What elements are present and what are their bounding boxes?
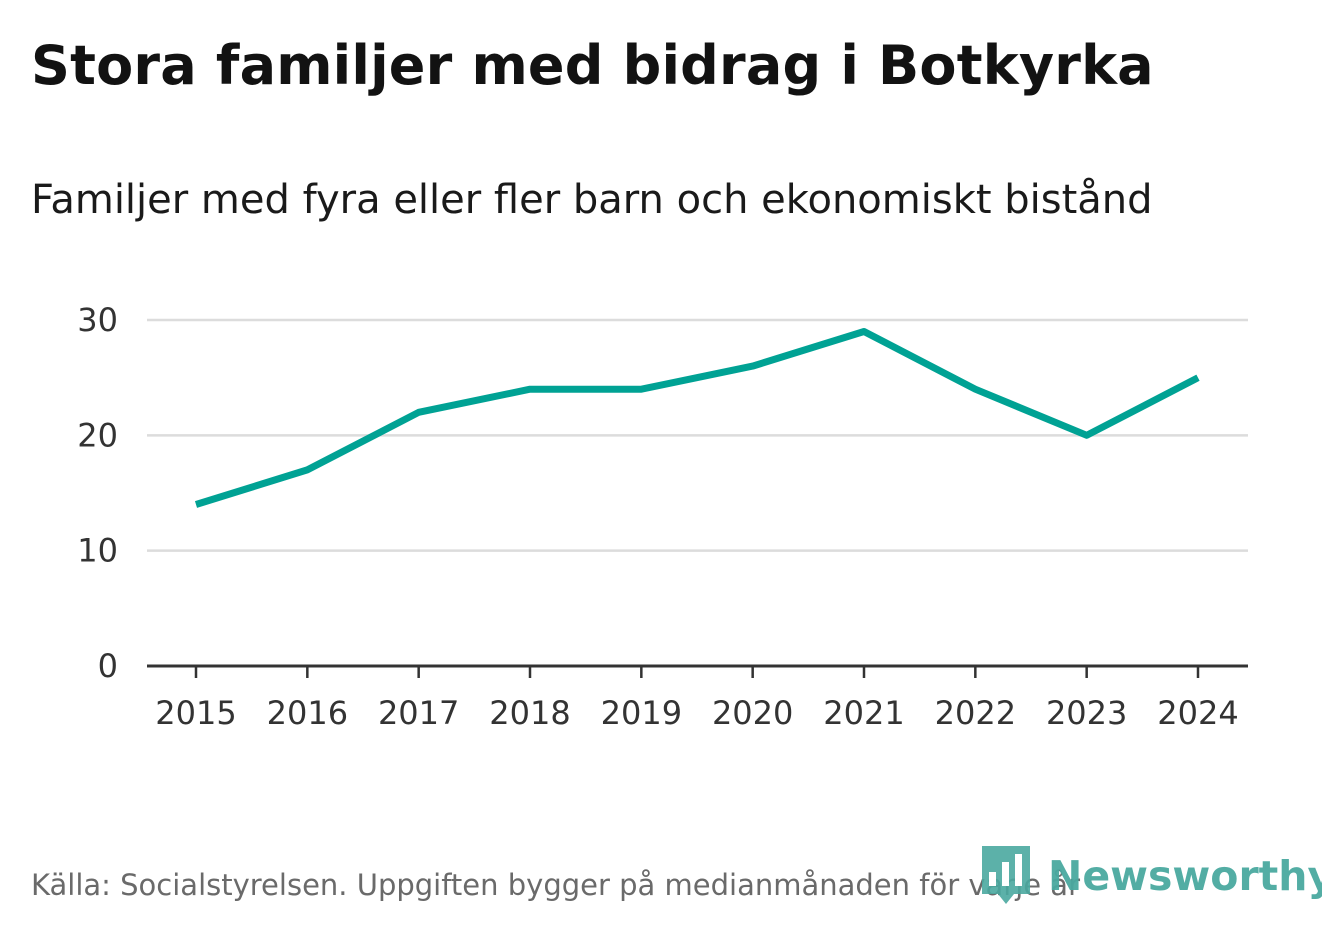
x-tick-label: 2019 (601, 694, 682, 732)
gridlines (147, 318, 1248, 552)
newsworthy-logo-icon (982, 846, 1030, 904)
x-tick-label: 2020 (712, 694, 793, 732)
chart-subtitle: Familjer med fyra eller fler barn och ek… (31, 177, 1153, 223)
x-tick-label: 2016 (267, 694, 348, 732)
x-tick-label: 2018 (489, 694, 570, 732)
x-tick-label: 2022 (935, 694, 1016, 732)
x-tick-label: 2021 (823, 694, 904, 732)
x-axis-ticks: 2015 2016 2017 2018 2019 2020 2021 2022 2023 2024 (155, 666, 1239, 732)
y-axis-ticks: 0 10 20 30 (77, 301, 118, 685)
brand-name: Newsworthy (1048, 852, 1322, 900)
brand: Newsworthy (982, 846, 1322, 906)
x-tick-label: 2024 (1157, 694, 1238, 732)
series-line (194, 328, 1200, 508)
x-tick-label: 2023 (1046, 694, 1127, 732)
series-layer (194, 328, 1200, 508)
y-tick-label: 0 (98, 647, 118, 685)
chart-title: Stora familjer med bidrag i Botkyrka (31, 34, 1154, 97)
x-tick-label: 2017 (378, 694, 459, 732)
y-tick-label: 10 (77, 532, 118, 570)
x-tick-label: 2015 (155, 694, 236, 732)
y-tick-label: 30 (77, 301, 118, 339)
source-note: Källa: Socialstyrelsen. Uppgiften bygger… (31, 868, 1080, 902)
y-tick-label: 20 (77, 416, 118, 454)
